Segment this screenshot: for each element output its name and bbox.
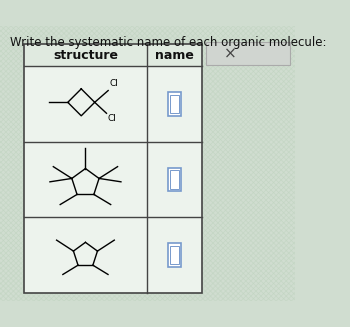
- Text: structure: structure: [53, 49, 118, 62]
- Bar: [168, 92, 181, 116]
- Bar: [23, 217, 202, 293]
- Text: Cl: Cl: [107, 114, 116, 123]
- Bar: [23, 44, 202, 293]
- Bar: [168, 168, 181, 191]
- Text: Write the systematic name of each organic molecule:: Write the systematic name of each organi…: [10, 36, 327, 49]
- Text: Cl: Cl: [109, 79, 118, 88]
- Bar: [170, 246, 179, 264]
- Text: name: name: [155, 49, 194, 62]
- Bar: [168, 243, 181, 267]
- Bar: [23, 44, 202, 66]
- Text: ×: ×: [223, 46, 236, 61]
- Bar: [206, 42, 290, 65]
- Bar: [23, 44, 202, 293]
- Bar: [23, 142, 202, 217]
- Bar: [23, 66, 202, 142]
- Bar: [170, 170, 179, 189]
- Bar: [170, 95, 179, 113]
